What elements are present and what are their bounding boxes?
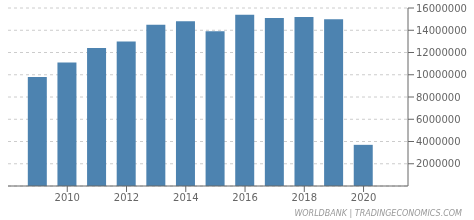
svg-text:2016: 2016 xyxy=(232,192,257,203)
svg-text:2020: 2020 xyxy=(351,192,376,203)
svg-text:14000000: 14000000 xyxy=(416,25,466,36)
svg-text:8000000: 8000000 xyxy=(416,92,461,103)
svg-text:16000000: 16000000 xyxy=(416,3,466,14)
svg-text:2012: 2012 xyxy=(114,192,139,203)
svg-text:6000000: 6000000 xyxy=(416,114,461,125)
svg-text:12000000: 12000000 xyxy=(416,47,466,58)
svg-text:10000000: 10000000 xyxy=(416,69,466,80)
svg-text:2018: 2018 xyxy=(292,192,317,203)
svg-text:2000000: 2000000 xyxy=(416,158,461,169)
html-text:WORLDBANK | TRADINGECONOMICS.C: WORLDBANK | TRADINGECONOMICS.COM xyxy=(294,209,462,218)
svg-text:2010: 2010 xyxy=(55,192,80,203)
svg-text:4000000: 4000000 xyxy=(416,136,461,147)
svg-text:2014: 2014 xyxy=(173,192,198,203)
